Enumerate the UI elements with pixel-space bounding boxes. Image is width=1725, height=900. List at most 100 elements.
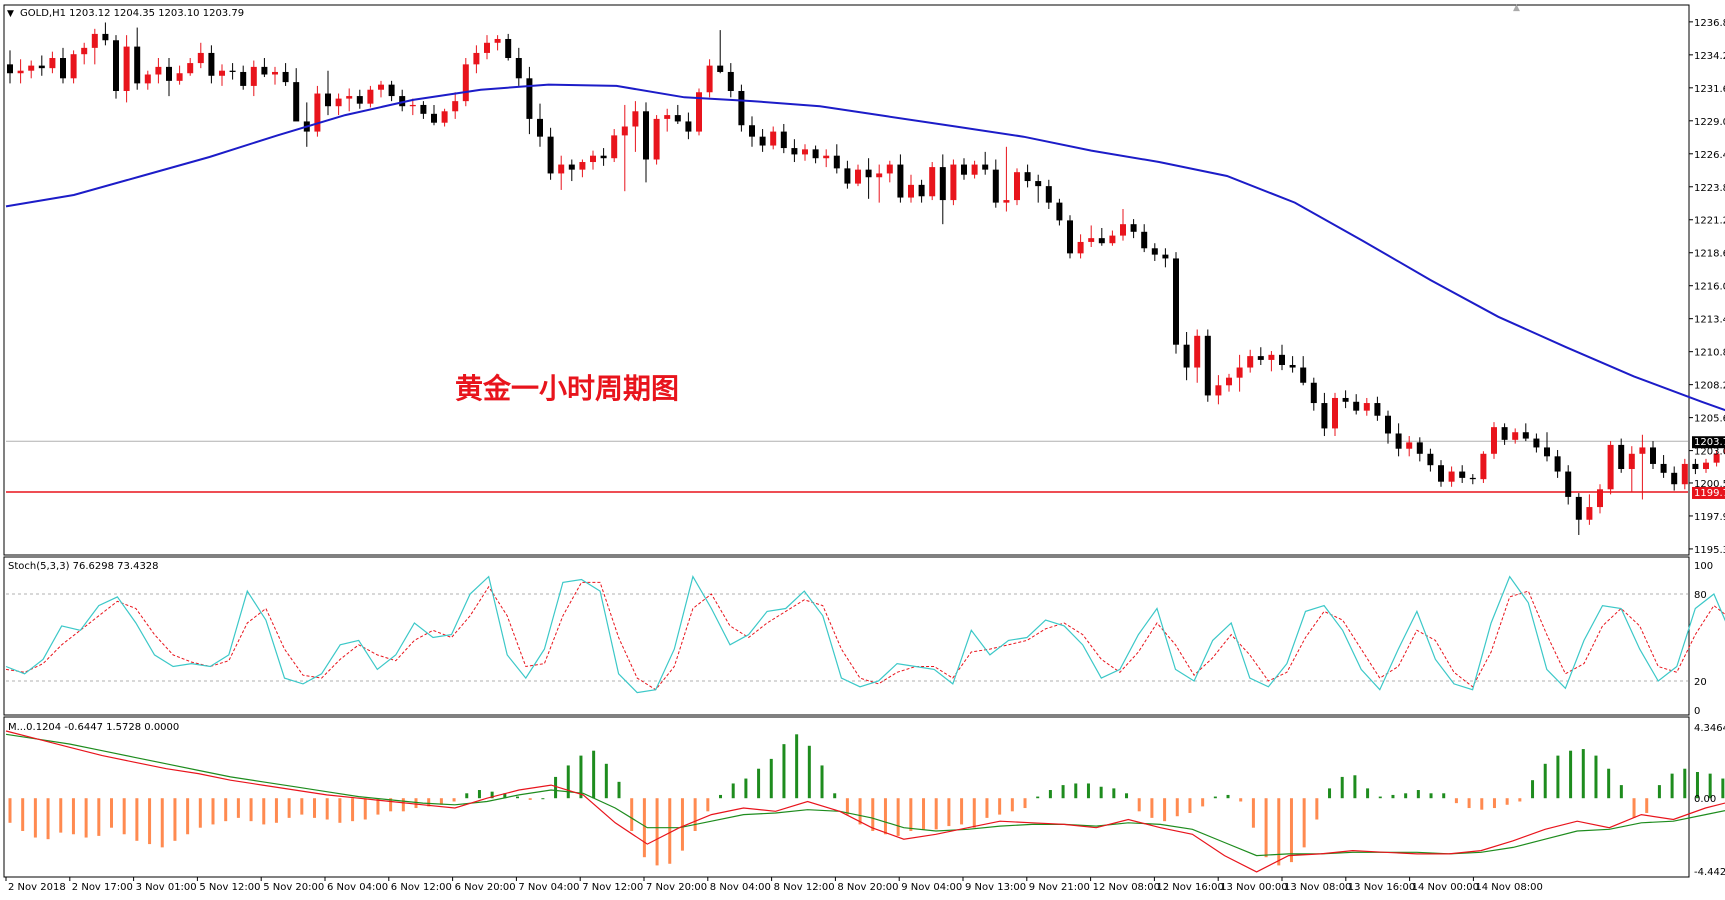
candle-up (621, 126, 628, 136)
symbol-dropdown-icon[interactable]: ▼ (7, 9, 14, 19)
candle-up (367, 89, 374, 104)
macd-histogram-bar (909, 798, 913, 831)
candle-down (261, 66, 268, 75)
macd-histogram-bar (744, 778, 748, 799)
time-tick-label: 8 Nov 20:00 (837, 882, 898, 893)
candle-down (1162, 254, 1169, 259)
candle-down (685, 121, 692, 132)
macd-histogram-bar (769, 758, 773, 799)
candle-down (1650, 447, 1656, 464)
macd-histogram-bar (1454, 798, 1458, 804)
macd-histogram-bar (376, 798, 380, 815)
candle-down (1501, 427, 1508, 440)
macd-info: M...0.1204 -0.6447 1.5728 0.0000 (8, 722, 179, 733)
macd-histogram-bar (1277, 798, 1281, 866)
price-tick-label: 1221.25 (1694, 216, 1725, 227)
macd-histogram-bar (782, 744, 786, 799)
macd-histogram-bar (84, 798, 88, 838)
candle-up (696, 92, 702, 132)
macd-histogram-bar (46, 798, 50, 840)
candle-down (1533, 438, 1540, 448)
macd-histogram-bar (1213, 796, 1217, 799)
candle-down (1575, 496, 1582, 520)
candle-up (886, 164, 893, 174)
candle-down (568, 164, 575, 170)
candle-up (494, 38, 501, 43)
candle-up (1586, 507, 1593, 520)
macd-histogram-bar (998, 798, 1002, 815)
macd-histogram-bar (845, 798, 849, 815)
main-panel-frame (3, 4, 1690, 556)
price-tick-label: 1226.45 (1694, 150, 1725, 161)
candle-down (1300, 367, 1307, 383)
macd-histogram-bar (516, 796, 520, 799)
candle-down (1544, 447, 1550, 457)
candle-down (38, 65, 45, 69)
macd-histogram-bar (719, 794, 723, 799)
price-tick-label: 1205.65 (1694, 414, 1725, 425)
time-tick-label: 2 Nov 17:00 (72, 882, 133, 893)
candle-down (113, 40, 119, 91)
macd-histogram-bar (1492, 798, 1496, 809)
candle-up (378, 84, 384, 90)
candle-down (537, 118, 543, 137)
candle-up (1703, 462, 1709, 470)
candle-up (409, 104, 416, 107)
macd-histogram-bar (122, 798, 126, 835)
macd-histogram-bar (1467, 798, 1471, 809)
price-tick-label: 1197.90 (1694, 512, 1725, 523)
macd-histogram-bar (883, 798, 887, 835)
candle-up (1597, 489, 1603, 508)
candle-up (1607, 444, 1614, 490)
candle-up (314, 93, 321, 132)
candle-down (1067, 220, 1073, 254)
candle-down (717, 65, 724, 72)
macd-histogram-bar (110, 798, 114, 828)
macd-histogram-bar (934, 798, 938, 830)
candle-down (1151, 248, 1158, 255)
candle-down (1045, 186, 1052, 203)
macd-histogram-bar (300, 798, 304, 815)
macd-histogram-bar (528, 798, 532, 800)
macd-histogram-bar (1061, 785, 1065, 799)
candle-up (1109, 235, 1116, 244)
macd-histogram-bar (401, 798, 405, 812)
time-tick-label: 5 Nov 20:00 (263, 882, 324, 893)
candle-down (844, 168, 851, 184)
macd-histogram-bar (1188, 798, 1192, 813)
candle-down (1692, 463, 1699, 470)
candle-up (219, 70, 225, 76)
candle-up (49, 58, 56, 69)
candle-down (1257, 356, 1264, 360)
candle-up (611, 135, 618, 159)
candle-down (918, 184, 925, 197)
macd-histogram-bar (617, 781, 621, 799)
candle-down (431, 113, 437, 123)
time-tick-label: 12 Nov 08:00 (1093, 882, 1160, 893)
window-resize-icon[interactable]: ▲ (1513, 3, 1520, 13)
macd-histogram-bar (960, 798, 964, 825)
macd-histogram-bar (363, 798, 367, 820)
candle-down (600, 155, 607, 159)
macd-histogram-bar (1150, 798, 1154, 818)
candle-down (1554, 456, 1561, 472)
candle-up (1628, 453, 1635, 470)
macd-tick-label: 0.00 (1694, 794, 1716, 805)
macd-histogram-bar (820, 765, 824, 799)
macd-histogram-bar (1505, 798, 1509, 805)
macd-histogram-bar (490, 791, 494, 799)
macd-histogram-bar (1366, 788, 1370, 799)
candle-up (1215, 385, 1222, 396)
candle-down (388, 84, 395, 97)
candle-down (1098, 238, 1105, 244)
macd-histogram-bar (338, 798, 342, 823)
macd-histogram-bar (896, 798, 900, 836)
candle-up (1194, 335, 1201, 368)
macd-histogram-bar (465, 793, 469, 799)
candle-down (526, 78, 533, 119)
macd-histogram-bar (249, 798, 253, 822)
time-tick-label: 8 Nov 12:00 (774, 882, 835, 893)
candle-down (240, 71, 247, 86)
